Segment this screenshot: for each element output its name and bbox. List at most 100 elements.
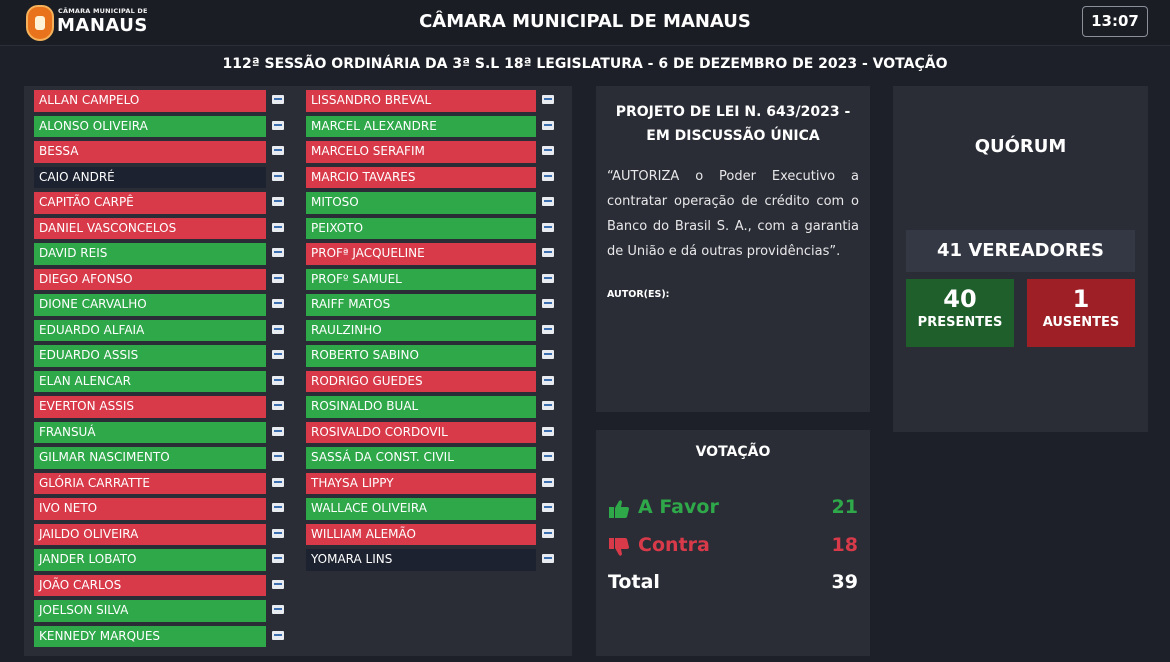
- council-member-name: EDUARDO ASSIS: [34, 345, 266, 367]
- council-member-name: THAYSA LIPPY: [306, 472, 536, 494]
- council-member-row: CAIO ANDRÉ: [34, 166, 288, 188]
- party-flag-icon: [542, 273, 554, 283]
- vote-favor-count: 21: [831, 496, 858, 518]
- council-member-row: ALONSO OLIVEIRA: [34, 115, 288, 137]
- council-member-name: DAVID REIS: [34, 243, 266, 265]
- vote-contra-label: Contra: [638, 534, 710, 556]
- council-member-name: PROFº SAMUEL: [306, 268, 536, 290]
- council-member-name: GLÓRIA CARRATTE: [34, 472, 266, 494]
- council-member-name: WILLIAM ALEMÃO: [306, 523, 536, 545]
- party-flag-icon: [542, 350, 554, 359]
- council-member-row: RODRIGO GUEDES: [306, 370, 560, 392]
- vote-favor-label: A Favor: [638, 496, 719, 518]
- party-flag-icon: [542, 452, 554, 461]
- party-flag-icon: [542, 222, 554, 232]
- project-title: PROJETO DE LEI N. 643/2023 - EM DISCUSSÃ…: [606, 100, 860, 148]
- council-member-name: RODRIGO GUEDES: [306, 370, 536, 392]
- logo-small-text: CÂMARA MUNICIPAL DE: [58, 7, 148, 15]
- absent-count: 1: [1072, 285, 1090, 313]
- council-member-row: MARCELO SERAFIM: [306, 141, 560, 163]
- party-flag-icon: [542, 146, 554, 155]
- council-member-name: JOELSON SILVA: [34, 600, 266, 622]
- council-member-name: EDUARDO ALFAIA: [34, 319, 266, 341]
- council-member-name: JOÃO CARLOS: [34, 574, 266, 596]
- council-member-name: BESSA: [34, 141, 266, 163]
- council-member-row: MITOSO: [306, 192, 560, 214]
- party-flag-icon: [272, 401, 284, 410]
- party-flag-icon: [272, 273, 284, 283]
- council-member-name: GILMAR NASCIMENTO: [34, 447, 266, 469]
- app-title: CÂMARA MUNICIPAL DE MANAUS: [419, 11, 751, 32]
- camara-logo: CÂMARA MUNICIPAL DE MANAUS: [26, 3, 148, 43]
- party-flag-icon: [272, 554, 284, 563]
- council-member-row: WILLIAM ALEMÃO: [306, 523, 560, 545]
- party-flag-icon: [272, 375, 284, 385]
- party-flag-icon: [272, 171, 284, 181]
- council-member-row: CAPITÃO CARPÊ: [34, 192, 288, 214]
- council-member-name: ROSIVALDO CORDOVIL: [306, 421, 536, 443]
- council-member-row: SASSÁ DA CONST. CIVIL: [306, 447, 560, 469]
- party-flag-icon: [542, 95, 554, 104]
- council-member-name: RAULZINHO: [306, 319, 536, 341]
- council-member-name: ALONSO OLIVEIRA: [34, 115, 266, 137]
- council-member-row: ROSIVALDO CORDOVIL: [306, 421, 560, 443]
- council-member-row: EVERTON ASSIS: [34, 396, 288, 418]
- vereadores-count: 41 VEREADORES: [906, 230, 1135, 272]
- council-member-row: EDUARDO ALFAIA: [34, 319, 288, 341]
- council-member-row: JAILDO OLIVEIRA: [34, 523, 288, 545]
- voting-panel: VOTAÇÃO A Favor 21 Contra 18 Total 39: [596, 430, 870, 656]
- party-flag-icon: [542, 528, 554, 538]
- absent-label: AUSENTES: [1042, 315, 1120, 330]
- party-flag-icon: [542, 324, 554, 334]
- council-member-name: DIONE CARVALHO: [34, 294, 266, 316]
- council-member-name: MARCELO SERAFIM: [306, 141, 536, 163]
- council-member-row: IVO NETO: [34, 498, 288, 520]
- project-title-line1: PROJETO DE LEI N. 643/2023 -: [615, 104, 851, 120]
- council-member-name: MARCEL ALEXANDRE: [306, 115, 536, 137]
- council-member-row: MARCIO TAVARES: [306, 166, 560, 188]
- council-member-name: WALLACE OLIVEIRA: [306, 498, 536, 520]
- absent-box: 1 AUSENTES: [1027, 279, 1135, 347]
- council-member-name: SASSÁ DA CONST. CIVIL: [306, 447, 536, 469]
- council-member-name: IVO NETO: [34, 498, 266, 520]
- vote-contra-count: 18: [831, 534, 858, 556]
- council-member-name: DIEGO AFONSO: [34, 268, 266, 290]
- council-member-row: DIONE CARVALHO: [34, 294, 288, 316]
- party-flag-icon: [272, 95, 284, 104]
- council-member-row: DIEGO AFONSO: [34, 268, 288, 290]
- vote-total-label: Total: [608, 571, 660, 593]
- party-flag-icon: [542, 120, 554, 130]
- council-member-row: ROBERTO SABINO: [306, 345, 560, 367]
- council-member-row: PROFª JACQUELINE: [306, 243, 560, 265]
- council-member-name: ELAN ALENCAR: [34, 370, 266, 392]
- party-flag-icon: [272, 426, 284, 436]
- council-member-row: RAULZINHO: [306, 319, 560, 341]
- council-member-row: LISSANDRO BREVAL: [306, 90, 560, 112]
- council-member-row: GLÓRIA CARRATTE: [34, 472, 288, 494]
- council-member-name: YOMARA LINS: [306, 549, 536, 571]
- council-member-row: KENNEDY MARQUES: [34, 625, 288, 647]
- council-member-name: RAIFF MATOS: [306, 294, 536, 316]
- council-member-row: THAYSA LIPPY: [306, 472, 560, 494]
- project-panel: PROJETO DE LEI N. 643/2023 - EM DISCUSSÃ…: [596, 86, 870, 412]
- party-flag-icon: [272, 350, 284, 359]
- present-box: 40 PRESENTES: [906, 279, 1014, 347]
- council-member-name: JAILDO OLIVEIRA: [34, 523, 266, 545]
- party-flag-icon: [272, 324, 284, 334]
- council-member-row: WALLACE OLIVEIRA: [306, 498, 560, 520]
- party-flag-icon: [542, 197, 554, 206]
- party-flag-icon: [542, 171, 554, 181]
- voting-title: VOTAÇÃO: [695, 444, 771, 460]
- council-member-name: MITOSO: [306, 192, 536, 214]
- council-right-column: LISSANDRO BREVAL MARCEL ALEXANDRE MARCELO …: [306, 90, 560, 575]
- council-member-name: FRANSUÁ: [34, 421, 266, 443]
- quorum-panel: QUÓRUM 41 VEREADORES 40 PRESENTES 1 AUSE…: [893, 86, 1148, 432]
- vote-total-count: 39: [831, 571, 858, 593]
- council-member-name: ALLAN CAMPELO: [34, 90, 266, 112]
- council-member-row: PEIXOTO: [306, 217, 560, 239]
- party-flag-icon: [272, 605, 284, 614]
- vote-contra-row: Contra 18: [608, 534, 858, 560]
- logo-big-text: MANAUS: [57, 15, 148, 36]
- council-member-name: KENNEDY MARQUES: [34, 625, 266, 647]
- council-member-row: JANDER LOBATO: [34, 549, 288, 571]
